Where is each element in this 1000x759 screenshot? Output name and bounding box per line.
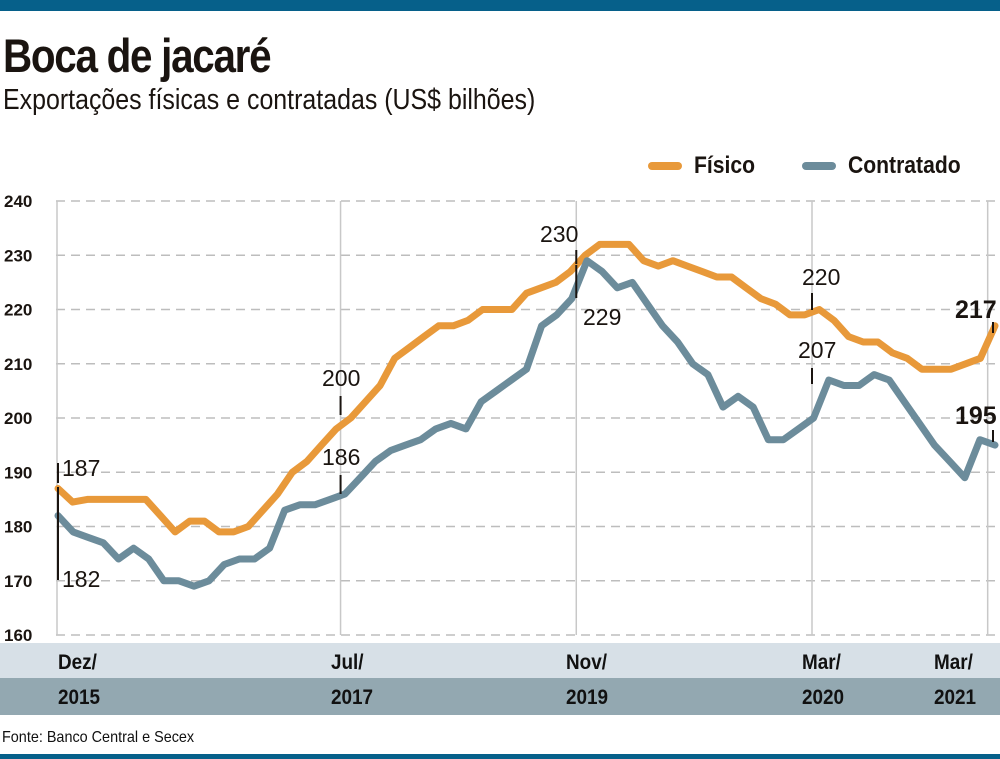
- data-label: 230: [540, 221, 578, 247]
- y-tick-label: 170: [4, 572, 32, 591]
- x-tick-month: Mar/: [934, 651, 973, 674]
- x-tick-month: Dez/: [58, 651, 97, 674]
- legend-swatch-fisico: [648, 162, 682, 170]
- data-label: 182: [62, 566, 100, 592]
- data-label: 217: [955, 296, 997, 324]
- data-label: 186: [322, 444, 360, 470]
- x-tick-year: 2020: [801, 686, 845, 709]
- bottom-accent-bar: [0, 754, 1000, 759]
- x-axis-month-band: [0, 643, 1000, 678]
- y-tick-label: 160: [4, 626, 32, 645]
- y-tick-label: 240: [4, 192, 32, 211]
- x-tick-year: 2017: [330, 686, 373, 709]
- legend-label-contratado: Contratado: [848, 152, 961, 179]
- data-label: 229: [583, 304, 621, 330]
- y-tick-label: 180: [4, 518, 32, 537]
- x-tick-month: Nov/: [566, 651, 608, 674]
- x-axis-year-band: [0, 678, 1000, 715]
- chart-title: Boca de jacaré: [3, 29, 272, 82]
- legend-swatch-contratado: [802, 162, 836, 170]
- data-label: 200: [322, 365, 360, 391]
- series-line-fisico: [54, 240, 999, 536]
- data-label: 195: [955, 402, 997, 430]
- data-label: 207: [798, 337, 836, 363]
- x-tick-month: Jul/: [330, 651, 364, 674]
- legend-item-fisico: Físico: [648, 152, 763, 180]
- y-tick-label: 230: [4, 246, 32, 265]
- top-accent-bar: [0, 0, 1000, 11]
- x-tick-year: 2015: [58, 686, 101, 709]
- data-label: 187: [62, 455, 100, 481]
- source-note: Fonte: Banco Central e Secex: [2, 729, 195, 746]
- data-label: 220: [802, 264, 840, 290]
- y-tick-label: 210: [4, 355, 32, 374]
- legend-item-contratado: Contratado: [802, 152, 976, 180]
- legend-label-fisico: Físico: [694, 152, 756, 179]
- y-tick-label: 190: [4, 463, 32, 482]
- y-tick-label: 220: [4, 301, 32, 320]
- x-tick-year: 2021: [934, 686, 977, 709]
- y-tick-label: 200: [4, 409, 32, 428]
- x-tick-month: Mar/: [801, 651, 841, 674]
- chart-subtitle: Exportações físicas e contratadas (US$ b…: [3, 84, 536, 116]
- x-tick-year: 2019: [566, 686, 609, 709]
- series-line-contratado: [54, 257, 999, 590]
